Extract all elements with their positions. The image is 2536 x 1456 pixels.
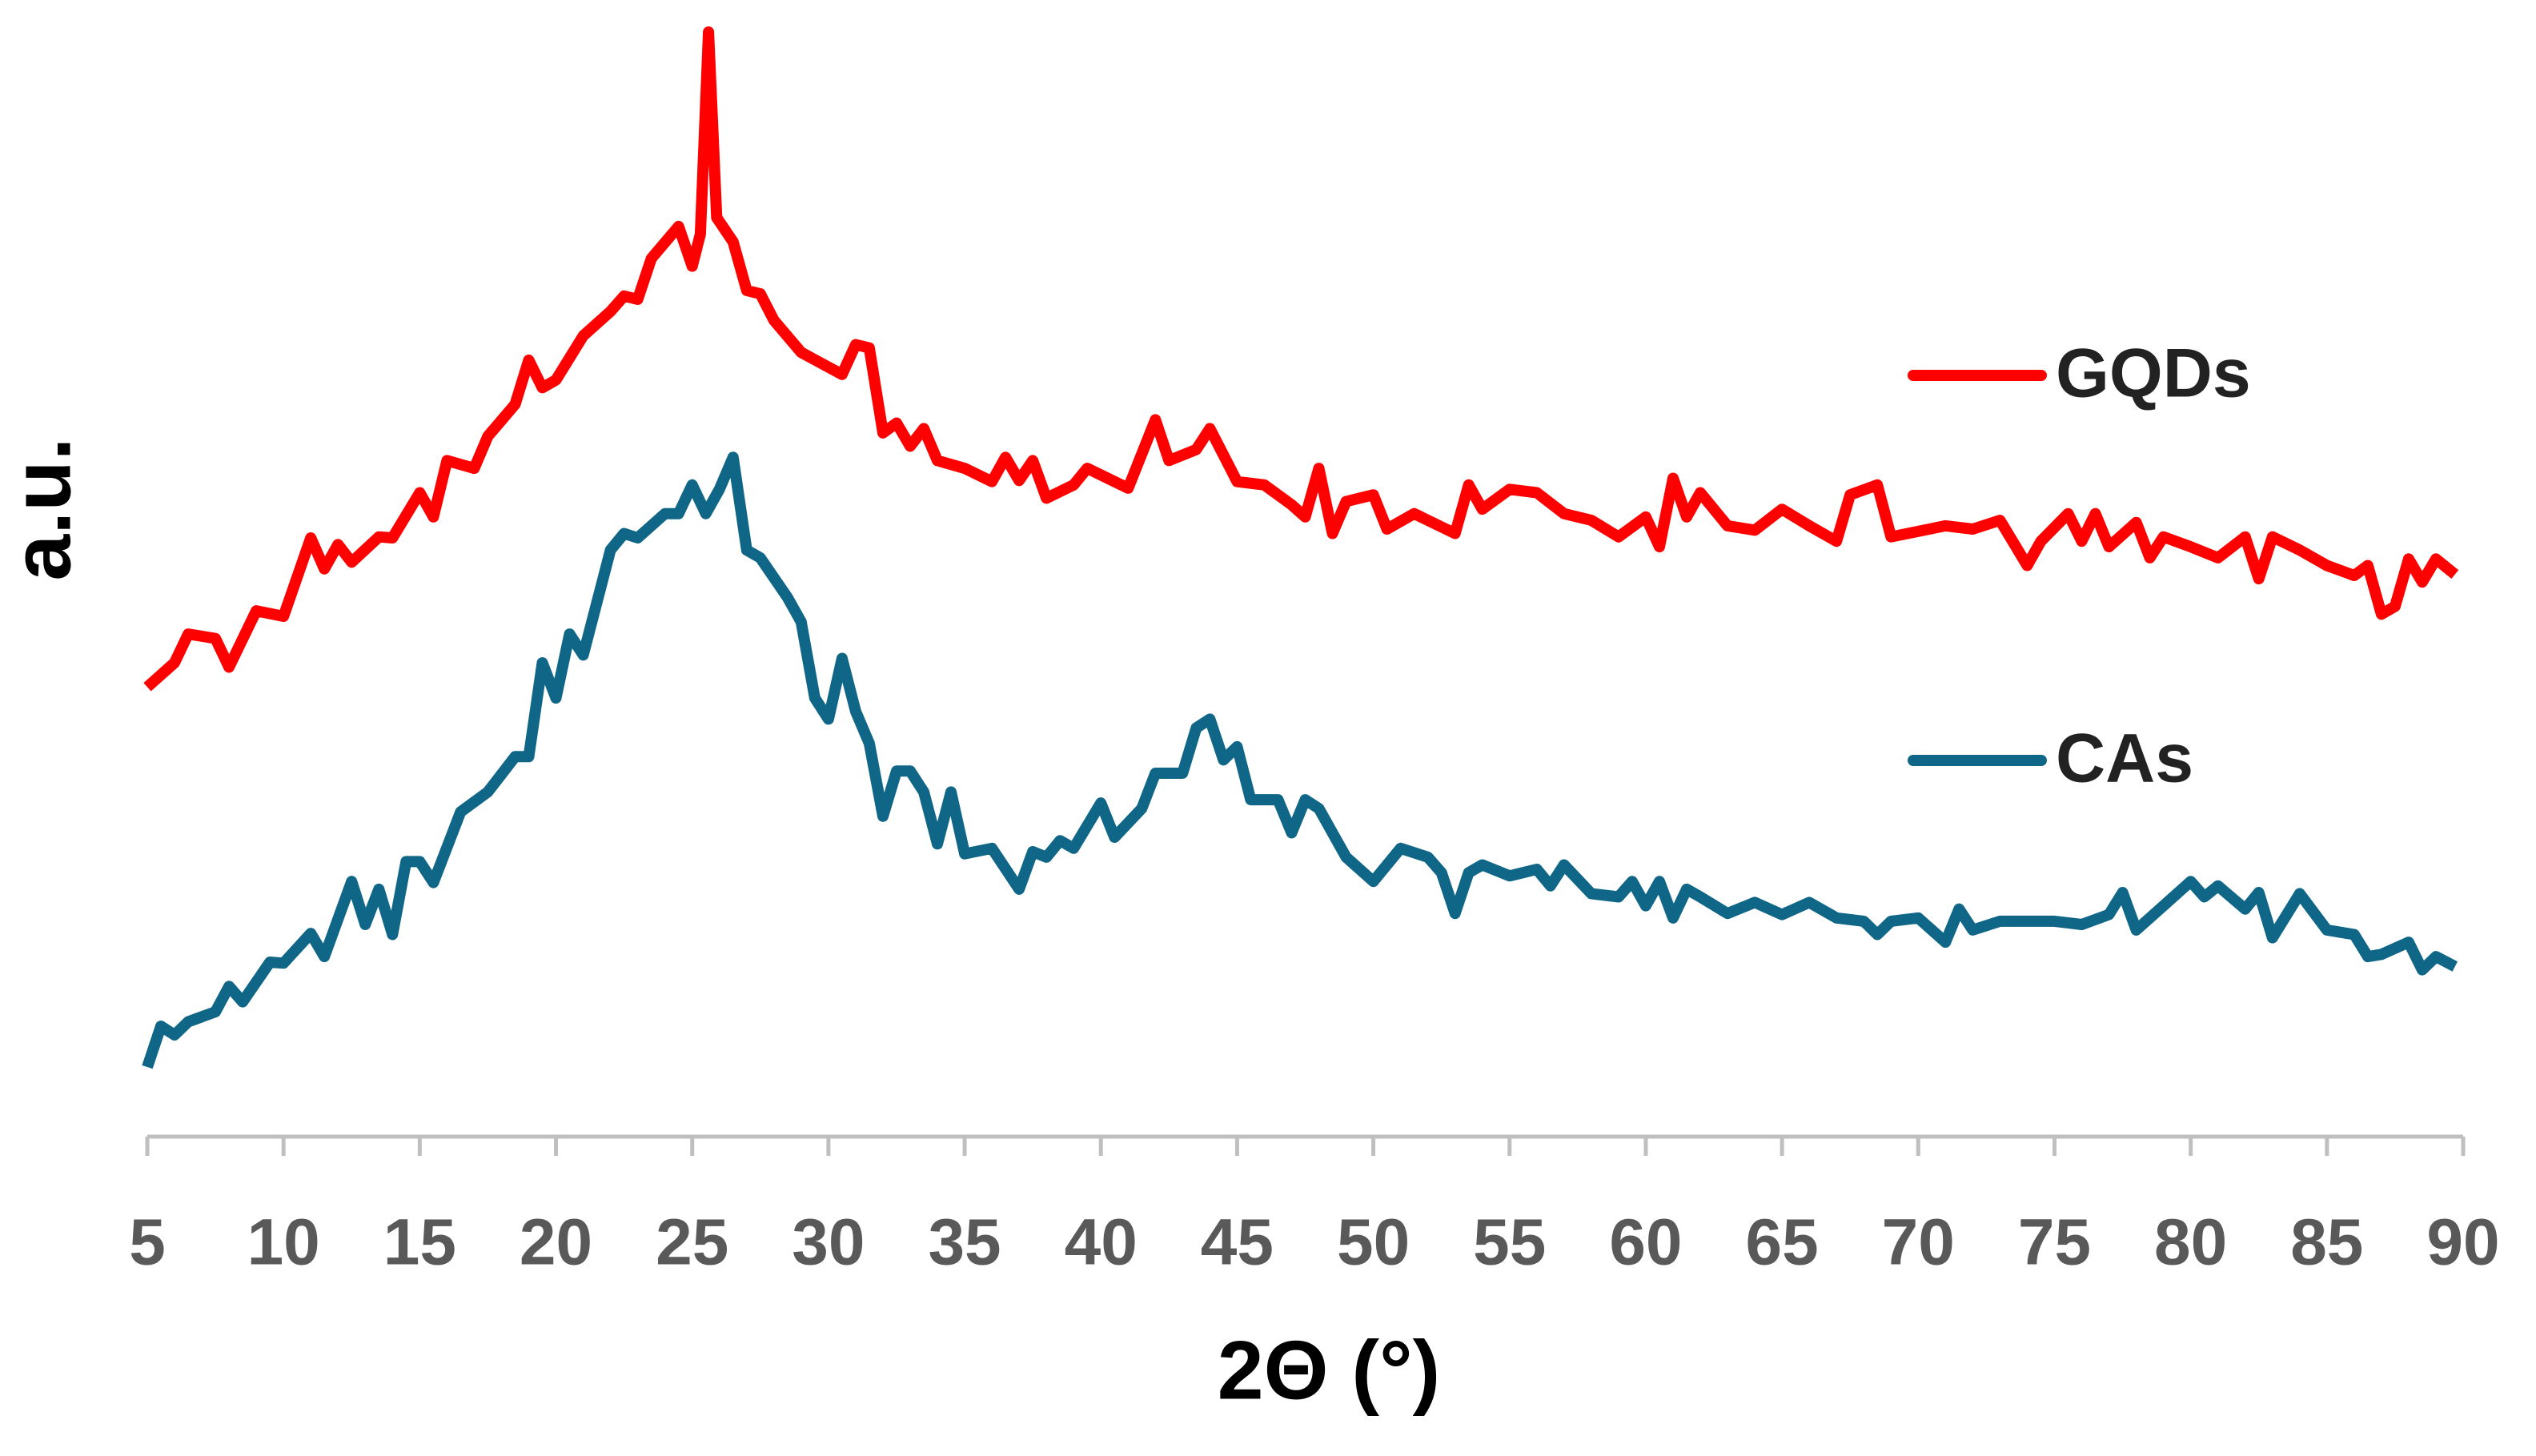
y-axis-title: a.u. — [0, 437, 88, 580]
x-tick-label: 90 — [2426, 1206, 2499, 1279]
x-tick-label: 75 — [2018, 1206, 2091, 1279]
x-tick-label: 55 — [1473, 1206, 1546, 1279]
series-line — [142, 451, 2458, 1069]
x-tick-label: 65 — [1746, 1206, 1819, 1279]
x-tick-label: 60 — [1609, 1206, 1682, 1279]
x-tick-label: 30 — [792, 1206, 865, 1279]
x-tick-label: 70 — [1882, 1206, 1955, 1279]
x-tick-label: 10 — [247, 1206, 320, 1279]
legend-label: GQDs — [2056, 335, 2251, 412]
x-tick-label: 80 — [2154, 1206, 2227, 1279]
x-tick-label: 40 — [1065, 1206, 1138, 1279]
x-tick-label: 25 — [656, 1206, 728, 1279]
x-tick-label: 85 — [2290, 1206, 2363, 1279]
x-tick-label: 20 — [520, 1206, 592, 1279]
x-axis-title: 2Θ (°) — [1218, 1324, 1440, 1417]
x-tick-label: 35 — [928, 1206, 1001, 1279]
x-tick-label: 45 — [1201, 1206, 1274, 1279]
legend-label: CAs — [2056, 720, 2193, 797]
x-tick-label: 50 — [1337, 1206, 1410, 1279]
x-tick-label: 15 — [383, 1206, 456, 1279]
x-tick-label: 5 — [129, 1206, 166, 1279]
series-line — [143, 26, 2459, 692]
